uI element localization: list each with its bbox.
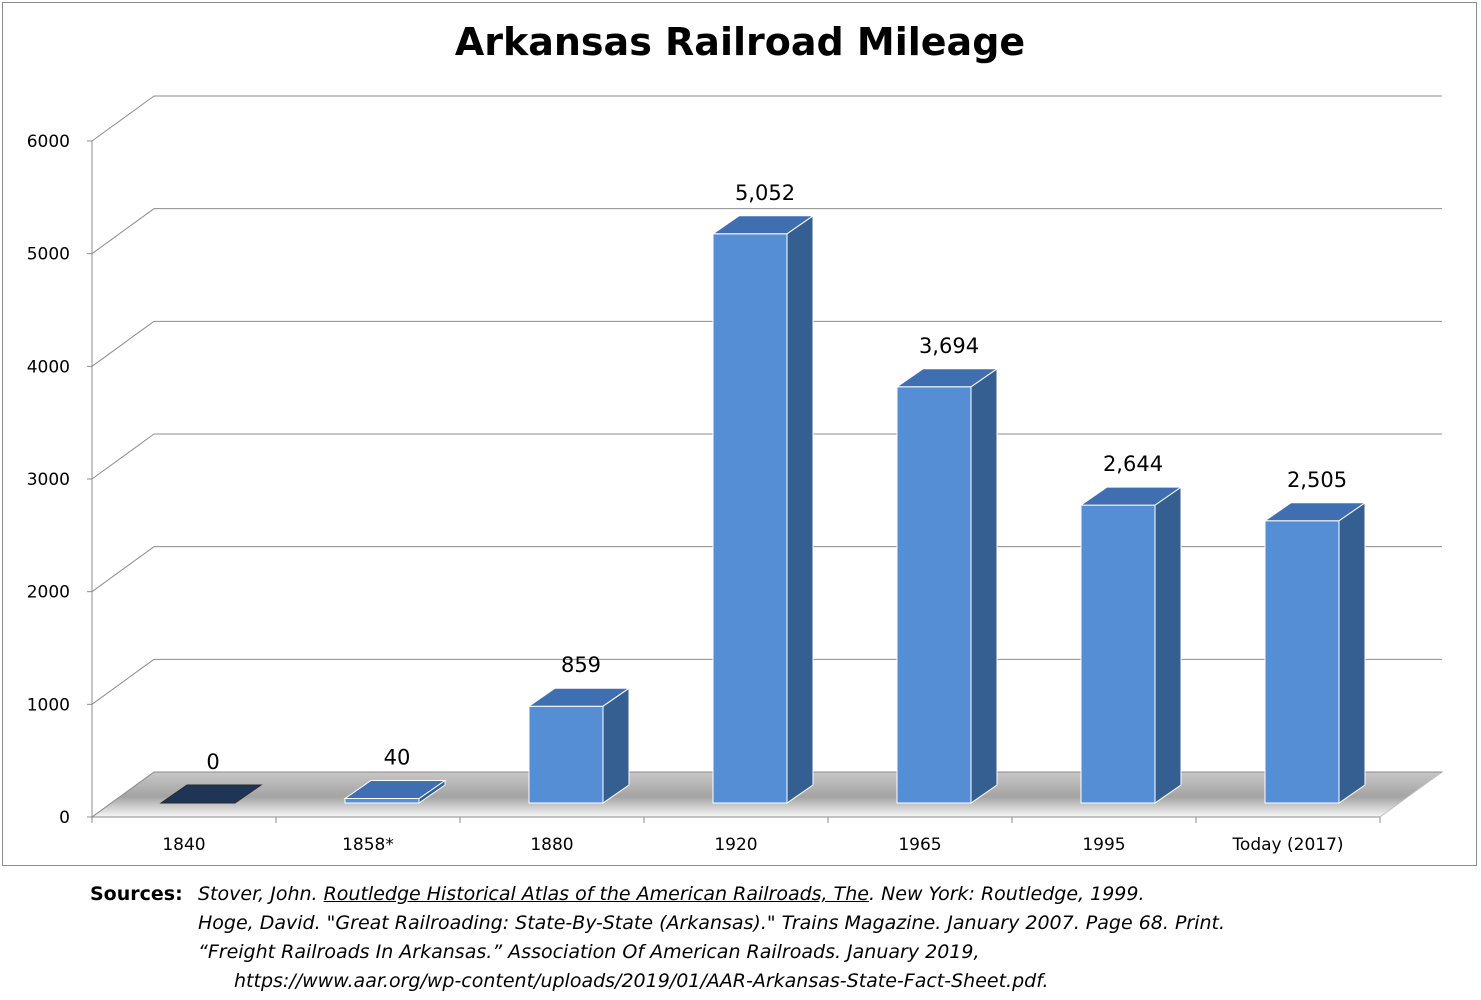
gridline-side [91, 95, 155, 142]
bar-front [1080, 504, 1156, 804]
source-entry: Hoge, David. "Great Railroading: State-B… [198, 912, 1226, 934]
bar-top [1263, 502, 1367, 522]
sources-list: Stover, John. Routledge Historical Atlas… [198, 880, 1225, 996]
bar-front [528, 705, 604, 804]
bar-side [970, 367, 998, 804]
x-tick-label: 1920 [714, 835, 757, 855]
y-tick-label: 1000 [27, 695, 70, 715]
source-url: https://www.aar.org/wp-content/uploads/2… [234, 970, 1049, 992]
bar [1263, 501, 1367, 804]
x-tick-label: 1965 [898, 835, 941, 855]
gridline-side [91, 433, 155, 480]
gridline-side [91, 771, 155, 818]
data-labels: 0 40 859 5,052 3,694 2,644 2,505 [206, 181, 1347, 774]
bar-side [1154, 486, 1182, 804]
y-tick-label: 3000 [27, 470, 70, 490]
x-tick-label: 1858* [342, 835, 394, 855]
data-label: 859 [561, 653, 601, 677]
data-label: 2,644 [1103, 452, 1163, 476]
bar-top [1079, 486, 1183, 506]
bar-top [711, 215, 815, 235]
data-label: 0 [206, 750, 219, 774]
bar [895, 367, 999, 804]
chart-frame [2, 2, 1477, 866]
bar-side [602, 687, 630, 804]
data-label: 3,694 [919, 334, 979, 358]
x-tick-label: Today (2017) [1231, 835, 1343, 855]
data-label: 40 [384, 745, 411, 769]
chart-title: Arkansas Railroad Mileage [455, 20, 1025, 64]
y-axis-ticks: 0 1000 2000 3000 4000 5000 6000 [27, 132, 92, 828]
y-tick-label: 6000 [27, 132, 70, 152]
bar-front [896, 386, 972, 804]
bar-front [1264, 520, 1340, 804]
data-label: 5,052 [735, 181, 795, 205]
gridline-side [91, 208, 155, 255]
bar-side [1338, 501, 1366, 804]
source-text: . New York: Routledge, 1999. [868, 883, 1145, 905]
bar [343, 779, 447, 804]
x-tick-label: 1880 [530, 835, 573, 855]
bar-side [786, 214, 814, 804]
x-axis-ticks: 1840 1858* 1880 1920 1965 1995 Today (2017) [91, 817, 1381, 855]
bar [711, 214, 815, 804]
bar-top [895, 368, 999, 388]
bar-front [344, 797, 420, 804]
y-tick-label: 5000 [27, 245, 70, 265]
bar-front [712, 233, 788, 804]
y-tick-label: 0 [59, 808, 70, 828]
source-book-title: Routledge Historical Atlas of the Americ… [323, 883, 869, 905]
gridline-side [91, 320, 155, 367]
y-tick-label: 4000 [27, 357, 70, 377]
gridline-side [91, 658, 155, 705]
y-tick-label: 2000 [27, 583, 70, 603]
source-text: Stover, John. [198, 883, 324, 905]
sources-label: Sources: [90, 883, 183, 905]
bar-top [527, 687, 631, 707]
data-label: 2,505 [1287, 468, 1347, 492]
source-entry: “Freight Railroads In Arkansas.” Associa… [198, 941, 980, 963]
bar-top [343, 779, 447, 799]
source-entry: Stover, John. Routledge Historical Atlas… [198, 880, 1225, 909]
x-tick-label: 1840 [162, 835, 205, 855]
gridline-side [91, 546, 155, 593]
bar [1079, 486, 1183, 804]
bar [159, 784, 263, 804]
bar-chart: Arkansas Railroad Mileage 0 1000 2000 3000 4… [27, 20, 1444, 855]
bar [527, 687, 631, 804]
bar-top [159, 784, 263, 804]
bars [159, 214, 1367, 804]
x-tick-label: 1995 [1082, 835, 1125, 855]
